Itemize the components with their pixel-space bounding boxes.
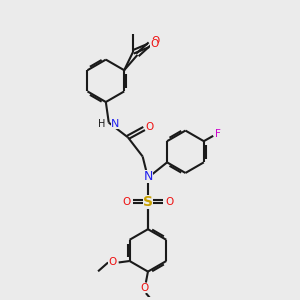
Text: O: O xyxy=(150,39,158,49)
Text: F: F xyxy=(215,129,221,140)
Text: S: S xyxy=(143,195,153,209)
Text: N: N xyxy=(111,119,119,129)
Text: N: N xyxy=(143,170,153,183)
Text: O: O xyxy=(146,122,154,132)
Text: O: O xyxy=(108,257,116,268)
Text: O: O xyxy=(122,197,130,207)
Text: O: O xyxy=(166,197,174,207)
Text: H: H xyxy=(98,119,105,129)
Text: O: O xyxy=(151,36,159,46)
Text: O: O xyxy=(140,283,148,293)
